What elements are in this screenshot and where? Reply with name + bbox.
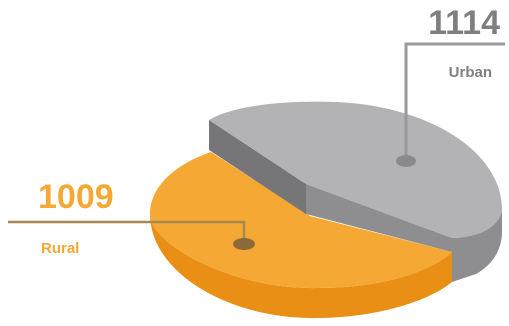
- urban-category-label: Urban: [449, 64, 492, 81]
- rural-value-label: 1009: [38, 178, 114, 216]
- urban-slice-side-front: [306, 184, 502, 282]
- urban-callout-line: [404, 42, 505, 160]
- pie-slice-rural: [150, 152, 452, 319]
- urban-slice-side-left: [209, 120, 306, 214]
- urban-callout: 1114 Urban: [396, 4, 505, 167]
- rural-callout-line: [8, 220, 246, 243]
- rural-callout: 1009 Rural: [8, 178, 255, 257]
- rural-slice-top: [150, 152, 452, 289]
- urban-value-label: 1114: [428, 4, 500, 42]
- rural-callout-dot: [233, 238, 255, 250]
- pie-slice-urban: [209, 101, 502, 282]
- rural-category-label: Rural: [41, 240, 79, 257]
- urban-slice-top: [209, 101, 502, 238]
- urban-callout-dot: [396, 155, 416, 167]
- rural-slice-side: [150, 214, 452, 319]
